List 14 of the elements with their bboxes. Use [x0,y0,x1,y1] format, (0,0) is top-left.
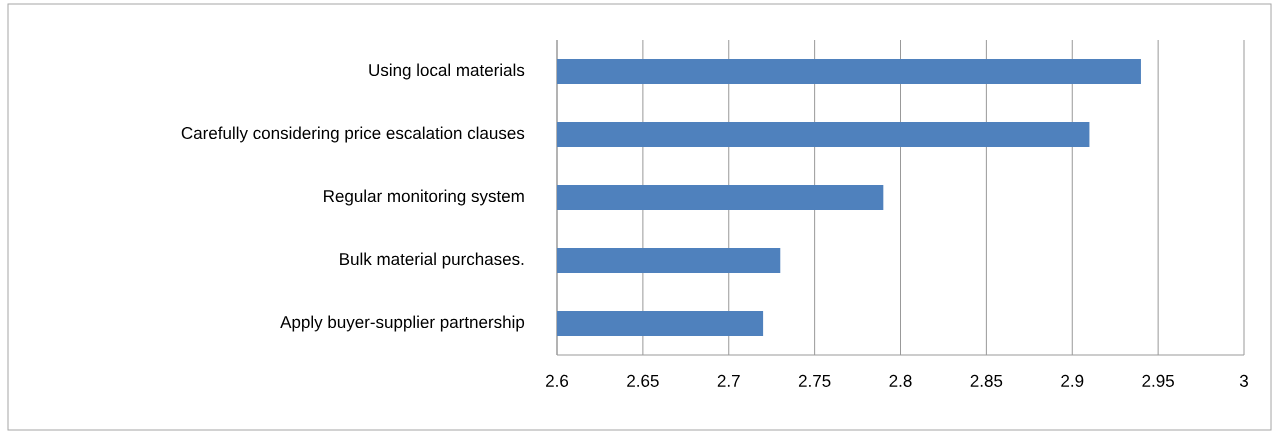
x-tick-label: 2.7 [717,374,740,387]
x-tick-label: 3 [1239,374,1248,387]
x-tick-label: 2.8 [889,374,912,387]
x-tick-label: 2.9 [1061,374,1084,387]
y-tick-label: Apply buyer-supplier partnership [280,315,525,332]
x-tick-label: 2.75 [798,374,831,387]
y-tick-label: Bulk material purchases. [340,252,524,269]
y-tick-label: Regular monitoring system [324,189,524,206]
x-tick-label: 2.85 [970,374,1003,387]
x-tick-label: 2.65 [627,374,659,387]
x-tick-label: 2.95 [1142,374,1174,387]
y-tick-label: Using local materials [369,63,525,80]
x-tick-label: 2.6 [546,374,569,387]
y-tick-label: Carefully considering price escalation clauses [181,126,525,143]
